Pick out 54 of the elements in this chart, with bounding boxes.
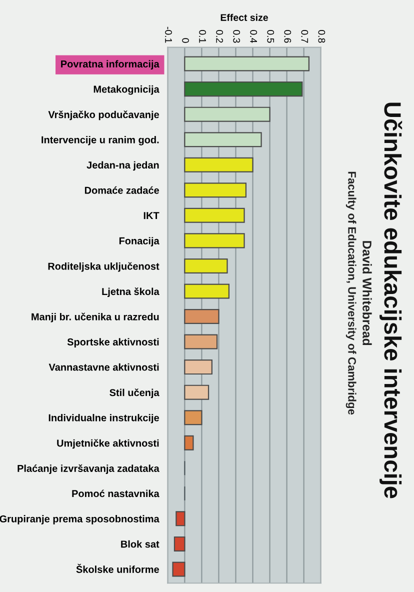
bar <box>184 360 212 375</box>
y-tick-label: Roditeljska uključenost <box>48 262 160 272</box>
bar <box>184 182 247 198</box>
bar <box>184 435 194 450</box>
text: David Whitebread <box>362 241 372 346</box>
bar <box>184 284 230 299</box>
y-tick-label: Povratna informacija <box>61 60 160 70</box>
x-axis-title: Effect size <box>220 14 268 21</box>
y-tick-label: IKT <box>144 212 160 220</box>
y-tick-label: Ljetna škola <box>102 288 160 298</box>
bar <box>184 106 270 122</box>
bar <box>174 536 186 552</box>
y-tick-label: Manji br. učenika u razredu <box>32 312 159 322</box>
text: Faculty of Education, University of Cambridge <box>346 172 356 415</box>
x-tick-label: 0.8 <box>318 30 326 43</box>
y-tick-label: Fonacija <box>119 237 160 246</box>
bar <box>184 132 262 148</box>
bar <box>184 258 228 274</box>
x-tick-label: 0.6 <box>284 30 292 43</box>
bar <box>184 157 254 172</box>
bar <box>184 208 245 223</box>
bar <box>184 56 310 72</box>
x-tick-label: 0.5 <box>267 30 274 43</box>
x-tick-label: 0.7 <box>301 30 308 43</box>
x-tick-label: -0.1 <box>165 26 172 43</box>
y-tick-label: Grupiranje prema sposobnostima <box>0 515 160 524</box>
y-tick-label: Metakognicija <box>94 85 160 95</box>
y-tick-label: Jedan-na jedan <box>86 161 159 171</box>
bar <box>176 511 186 526</box>
x-tick-label: 0.3 <box>233 30 240 43</box>
bar <box>184 82 303 97</box>
text: Učinkovite edukacijske intervencije <box>380 102 402 498</box>
y-tick-label: Vršnjačko podučavanje <box>48 110 160 120</box>
y-tick-label: Domaće zadaće <box>84 186 159 194</box>
y-tick-label: Intervencije u ranim god. <box>42 136 159 146</box>
bar <box>172 562 186 577</box>
y-tick-label: Umjetničke aktivnosti <box>57 439 159 449</box>
bar <box>184 309 220 324</box>
y-tick-label: Plaćanje izvršavanja zadataka <box>18 464 160 474</box>
x-tick-label: 0.1 <box>199 30 206 43</box>
y-tick-label: Stil učenja <box>110 388 160 398</box>
y-tick-label: Vannastavne aktivnosti <box>48 363 159 371</box>
bar <box>184 233 245 248</box>
y-tick-label: Individualne instrukcije <box>48 414 160 424</box>
y-tick-label: Pomoć nastavnika <box>72 490 160 498</box>
x-tick-label: 0.2 <box>216 30 224 43</box>
y-tick-label: Sportske aktivnosti <box>67 338 159 348</box>
bar <box>184 334 218 350</box>
x-tick-label: 0.4 <box>250 30 258 43</box>
bar <box>184 384 210 400</box>
y-tick-label: Blok sat <box>121 540 160 548</box>
bar <box>184 410 202 426</box>
x-tick-label: 0 <box>182 38 189 43</box>
y-tick-label: Školske uniforme <box>76 564 159 573</box>
